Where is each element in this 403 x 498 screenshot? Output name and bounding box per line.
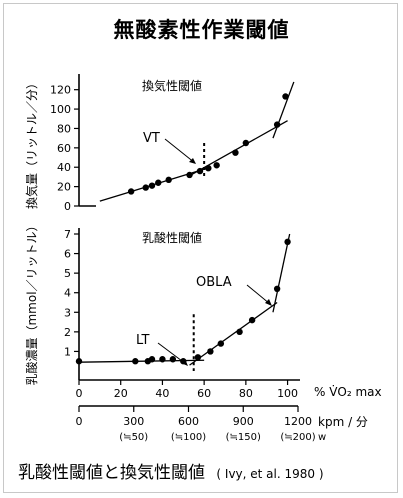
vt-fit-line: [99, 166, 211, 202]
lt-panel-title: 乳酸性閾値: [142, 230, 202, 245]
vt-annotation: VT: [143, 131, 160, 146]
vt-data-point: [127, 188, 135, 195]
obla-arrowhead: [265, 299, 272, 306]
vt-data-point: [205, 165, 212, 172]
obla-leader-line: [246, 284, 271, 305]
vt-data-point: [142, 184, 149, 191]
lt-data-point: [284, 238, 291, 246]
lt-data-point: [194, 354, 202, 361]
image-frame: [3, 3, 398, 493]
caption-text: 乳酸性閾値と換気性閾値: [18, 463, 205, 483]
vt-data-point: [196, 167, 204, 175]
vt-data-point: [213, 162, 220, 169]
lt-data-point: [207, 348, 214, 355]
watt-unit-label: w: [318, 432, 326, 443]
lt-data-point: [236, 328, 243, 336]
lt-data-point: [159, 356, 166, 363]
vt-y-axis-label: 換気量（リットル／分）: [24, 77, 39, 209]
vo2-x-tick-label: 60: [197, 387, 211, 400]
vt-y-tick-label: 60: [57, 142, 71, 155]
obla-annotation: OBLA: [196, 275, 232, 290]
vt-data-point: [186, 171, 193, 179]
vt-y-tick-label: 0: [64, 200, 71, 213]
caption-citation: ( Ivy, et al. 1980 ): [216, 467, 324, 481]
lt-annotation: LT: [136, 333, 149, 348]
vt-panel-title: 換気性閾値: [142, 78, 202, 93]
vo2-x-tick-label: 80: [239, 387, 253, 400]
lt-fit-line: [189, 301, 278, 366]
vt-y-tick-label: 20: [57, 181, 71, 194]
vo2-x-tick-label: 0: [76, 387, 83, 400]
lt-data-point: [217, 340, 225, 347]
kpm-tick-label: 600: [178, 415, 199, 428]
vt-data-point: [232, 149, 239, 156]
lt-arrowhead: [181, 359, 188, 366]
kpm-tick-label: 300: [123, 415, 144, 428]
figure-caption: 乳酸性閾値と換気性閾値 ( Ivy, et al. 1980 ): [18, 458, 324, 483]
vt-y-tick-label: 120: [50, 84, 71, 97]
lt-y-tick-label: 7: [64, 228, 71, 241]
watt-tick-label: (≒100): [171, 432, 206, 443]
watt-tick-label: (≒150): [226, 432, 261, 443]
lt-data-point: [75, 358, 83, 365]
kpm-tick-label: 0: [76, 415, 83, 428]
vt-data-point: [273, 121, 281, 128]
lt-y-tick-label: 4: [64, 287, 71, 300]
lt-data-point: [248, 316, 256, 324]
kpm-axis-label: kpm / 分: [318, 415, 368, 429]
vt-data-point: [165, 176, 172, 184]
lt-y-tick-label: 2: [64, 326, 71, 339]
lt-y-axis-label: 乳酸濃量（mmol／リットル）: [24, 219, 39, 385]
vo2-x-tick-label: 20: [114, 387, 128, 400]
watt-tick-label: (≒50): [119, 432, 148, 443]
watt-tick-label: (≒200): [280, 432, 315, 443]
vt-fit-line: [272, 81, 295, 139]
vt-data-point: [282, 93, 289, 100]
lt-leader-line: [157, 342, 187, 365]
vt-fit-line: [187, 120, 288, 178]
lt-data-point: [132, 358, 139, 365]
lt-data-point: [169, 356, 177, 363]
vo2-x-axis-label: % V̇O₂ max: [314, 385, 382, 399]
lt-data-point: [273, 285, 281, 292]
vo2-x-tick-label: 40: [155, 387, 169, 400]
vo2-x-tick-label: 100: [277, 387, 298, 400]
vt-data-point: [155, 179, 162, 186]
vt-y-tick-label: 80: [57, 122, 71, 135]
kpm-tick-label: 900: [233, 415, 254, 428]
lt-y-tick-label: 6: [64, 248, 71, 261]
vt-y-tick-label: 40: [57, 161, 71, 174]
lt-y-tick-label: 5: [64, 267, 71, 280]
vt-leader-line: [164, 138, 196, 164]
vt-data-point: [148, 182, 156, 189]
vt-y-tick-label: 100: [50, 103, 71, 116]
lt-data-point: [148, 356, 156, 363]
lt-fit-line: [272, 233, 291, 313]
page-title: 無酸素性作業閾値: [113, 18, 290, 42]
kpm-tick-label: 1200: [284, 415, 312, 428]
vt-data-point: [242, 139, 250, 147]
lt-y-tick-label: 3: [64, 306, 71, 319]
vt-arrowhead: [189, 158, 196, 164]
lt-y-tick-label: 1: [64, 345, 71, 358]
